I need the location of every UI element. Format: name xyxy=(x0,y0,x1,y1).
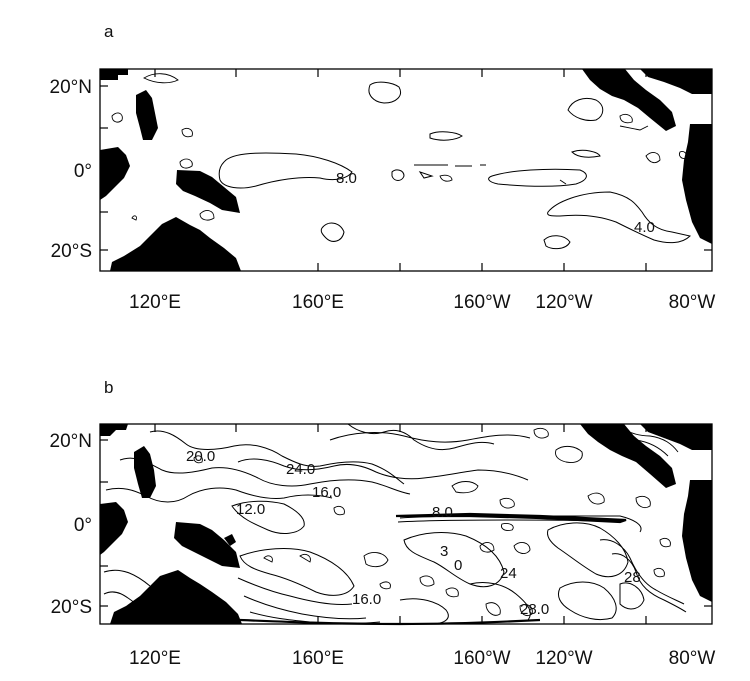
contour-label: 28 xyxy=(624,569,641,586)
panel-a: a xyxy=(50,22,716,313)
contour-label: 3 xyxy=(440,543,448,560)
contour-label: 24 xyxy=(500,565,517,582)
land-sumatra xyxy=(100,502,128,555)
land-new-guinea xyxy=(176,170,240,213)
contour-label: 8.0 xyxy=(336,170,357,187)
land-south-america xyxy=(682,480,712,602)
panel-a-letter: a xyxy=(104,22,114,41)
x-tick-label: 160°E xyxy=(292,648,344,669)
land-islands xyxy=(224,534,236,546)
panel-a-contours xyxy=(111,71,691,250)
panel-a-ticks xyxy=(100,69,712,271)
land-central-america xyxy=(580,424,676,488)
panel-a-land xyxy=(100,69,712,271)
contour-label: 20.0 xyxy=(186,448,215,465)
land-australia xyxy=(110,217,241,271)
panel-b-ticks xyxy=(100,424,712,624)
contour-label: 28.0 xyxy=(520,601,549,618)
panel-b-letter: b xyxy=(104,378,113,397)
y-tick-label: 20°S xyxy=(51,241,92,262)
x-tick-label: 160°W xyxy=(453,648,510,669)
land-sumatra xyxy=(100,147,130,200)
land-mexico-north xyxy=(640,69,712,94)
land-south-america xyxy=(682,124,712,244)
x-tick-label: 80°W xyxy=(669,648,716,669)
equatorial-front xyxy=(395,512,627,524)
y-tick-label: 0° xyxy=(74,515,92,536)
x-tick-label: 160°E xyxy=(292,292,344,313)
contour-label: 16.0 xyxy=(312,484,341,501)
x-tick-label: 160°W xyxy=(453,292,510,313)
contour-label: 16.0 xyxy=(352,591,381,608)
y-tick-label: 20°S xyxy=(51,597,92,618)
land-sumatra-north xyxy=(100,69,128,80)
x-tick-label: 120°W xyxy=(535,648,592,669)
contour-label: 0 xyxy=(454,557,462,574)
land-central-america xyxy=(582,69,676,131)
land-new-guinea xyxy=(174,522,240,568)
x-tick-label: 120°E xyxy=(129,648,181,669)
land-australia xyxy=(110,570,242,624)
land-mexico-north xyxy=(640,424,712,450)
panel-b-land xyxy=(100,424,712,624)
panel-b: b xyxy=(50,378,716,669)
contour-label: 12.0 xyxy=(236,501,265,518)
y-tick-label: 20°N xyxy=(50,431,92,452)
contour-label: 4.0 xyxy=(634,219,655,236)
x-tick-label: 80°W xyxy=(669,292,716,313)
contour-label: 24.0 xyxy=(286,461,315,478)
y-tick-label: 20°N xyxy=(50,77,92,98)
contour-label: 8.0 xyxy=(432,504,453,521)
x-tick-label: 120°W xyxy=(535,292,592,313)
land-sumatra-north xyxy=(100,424,128,436)
y-tick-label: 0° xyxy=(74,161,92,182)
land-borneo xyxy=(134,446,156,498)
x-tick-label: 120°E xyxy=(129,292,181,313)
